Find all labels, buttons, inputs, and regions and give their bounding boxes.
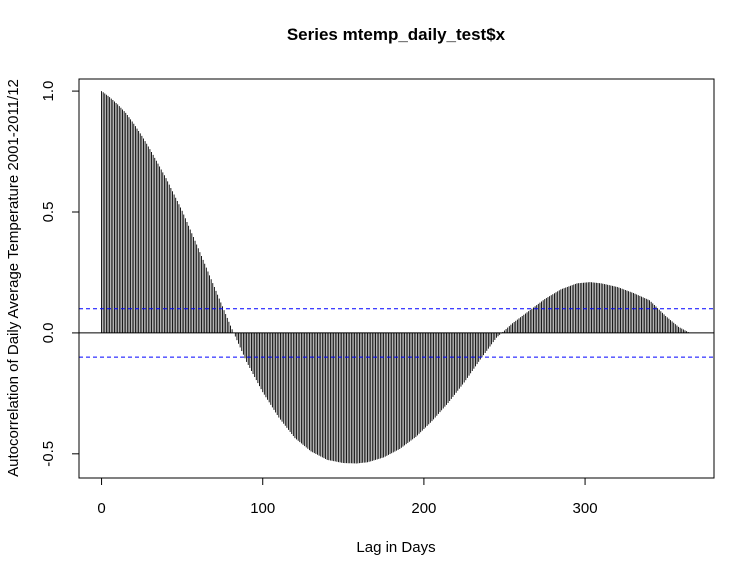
- y-tick-label: 0.0: [40, 322, 57, 343]
- x-axis-label: Lag in Days: [356, 539, 435, 556]
- y-tick-label: -0.5: [40, 441, 57, 467]
- y-tick-label: 0.5: [40, 202, 57, 223]
- x-axis: 0 100 200 300: [97, 477, 598, 517]
- acf-bars: [101, 91, 689, 464]
- x-tick-label: 200: [411, 500, 436, 517]
- x-tick-label: 300: [573, 500, 598, 517]
- chart-title: Series mtemp_daily_test$x: [287, 25, 506, 44]
- y-tick-label: 1.0: [40, 81, 57, 102]
- y-axis-label: Autocorrelation of Daily Average Tempera…: [5, 79, 22, 477]
- x-tick-label: 100: [250, 500, 275, 517]
- x-tick-label: 0: [97, 500, 105, 517]
- y-axis: -0.5 0.0 0.5 1.0: [40, 81, 80, 467]
